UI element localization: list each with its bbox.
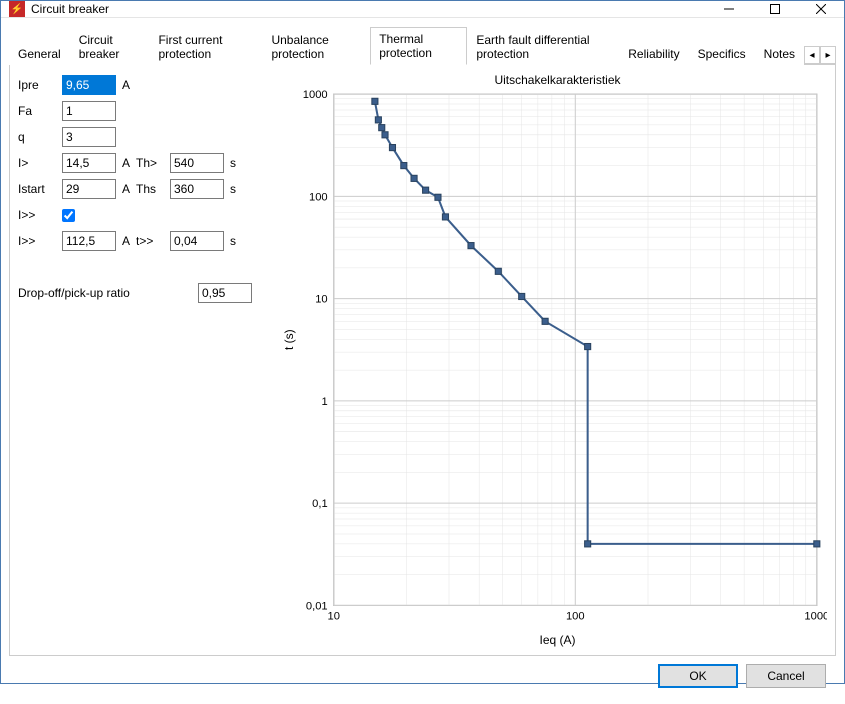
label-idd: I>> xyxy=(18,234,62,248)
unit-ths: s xyxy=(224,182,244,196)
client-area: GeneralCircuit breakerFirst current prot… xyxy=(1,18,844,704)
y-axis-label: t (s) xyxy=(282,329,296,350)
input-tdd[interactable] xyxy=(170,231,224,251)
unit-ipre: A xyxy=(116,78,136,92)
minimize-button[interactable] xyxy=(706,1,752,17)
label-tdd: t>> xyxy=(136,234,170,248)
svg-text:100: 100 xyxy=(566,611,585,623)
checkbox-idd[interactable] xyxy=(62,209,75,222)
dialog-footer: OK Cancel xyxy=(9,656,836,696)
window-buttons xyxy=(706,1,844,17)
input-fa[interactable] xyxy=(62,101,116,121)
label-dropoff: Drop-off/pick-up ratio xyxy=(18,286,198,300)
row-idd-chk: I>> xyxy=(18,203,280,227)
tab-scroll: ◂ ▸ xyxy=(804,46,836,64)
unit-idd: A xyxy=(116,234,136,248)
tab-specifics[interactable]: Specifics xyxy=(689,42,755,65)
row-idd: I>> A t>> s xyxy=(18,229,280,253)
label-istart: Istart xyxy=(18,182,62,196)
label-igt: I> xyxy=(18,156,62,170)
tab-earth-fault-differential-protection[interactable]: Earth fault differential protection xyxy=(467,28,619,65)
input-idd[interactable] xyxy=(62,231,116,251)
tab-general[interactable]: General xyxy=(9,42,70,65)
svg-text:1000: 1000 xyxy=(303,89,328,101)
label-q: q xyxy=(18,130,62,144)
unit-th: s xyxy=(224,156,244,170)
chart-svg: 10 100 1000 0,01 0,1 1 10 100 1000 xyxy=(288,89,827,631)
input-ipre[interactable] xyxy=(62,75,116,95)
unit-tdd: s xyxy=(224,234,244,248)
input-ths[interactable] xyxy=(170,179,224,199)
svg-text:100: 100 xyxy=(309,191,328,203)
svg-text:0,1: 0,1 xyxy=(312,498,328,510)
svg-text:10: 10 xyxy=(315,294,327,306)
tab-scroll-right[interactable]: ▸ xyxy=(820,46,836,64)
label-idd-chk: I>> xyxy=(18,208,62,222)
titlebar: ⚡ Circuit breaker xyxy=(1,1,844,18)
app-icon: ⚡ xyxy=(9,1,25,17)
label-ths: Ths xyxy=(136,182,170,196)
tab-thermal-protection[interactable]: Thermal protection xyxy=(370,27,467,65)
svg-text:10: 10 xyxy=(328,611,340,623)
tab-content: Ipre A Fa q I> A Th> xyxy=(9,65,836,656)
tabstrip: GeneralCircuit breakerFirst current prot… xyxy=(9,26,836,65)
tab-scroll-left[interactable]: ◂ xyxy=(804,46,820,64)
tab-reliability[interactable]: Reliability xyxy=(619,42,688,65)
chart-wrap: t (s) 1010010000,010,11101001000 xyxy=(288,89,827,631)
label-th: Th> xyxy=(136,156,170,170)
window-title: Circuit breaker xyxy=(31,2,706,16)
row-ipre: Ipre A xyxy=(18,73,280,97)
cancel-button[interactable]: Cancel xyxy=(746,664,826,688)
svg-text:0,01: 0,01 xyxy=(306,600,328,612)
close-button[interactable] xyxy=(798,1,844,17)
row-q: q xyxy=(18,125,280,149)
svg-text:1000: 1000 xyxy=(804,611,827,623)
x-axis-label: Ieq (A) xyxy=(288,633,827,647)
input-igt[interactable] xyxy=(62,153,116,173)
form-column: Ipre A Fa q I> A Th> xyxy=(18,73,288,647)
input-istart[interactable] xyxy=(62,179,116,199)
unit-istart: A xyxy=(116,182,136,196)
chart-title: Uitschakelkarakteristiek xyxy=(288,73,827,87)
close-icon xyxy=(816,4,826,14)
row-dropoff: Drop-off/pick-up ratio xyxy=(18,283,280,303)
row-istart: Istart A Ths s xyxy=(18,177,280,201)
tab-circuit-breaker[interactable]: Circuit breaker xyxy=(70,28,150,65)
label-fa: Fa xyxy=(18,104,62,118)
input-q[interactable] xyxy=(62,127,116,147)
input-th[interactable] xyxy=(170,153,224,173)
tab-unbalance-protection[interactable]: Unbalance protection xyxy=(262,28,370,65)
ok-button[interactable]: OK xyxy=(658,664,738,688)
unit-igt: A xyxy=(116,156,136,170)
window: ⚡ Circuit breaker GeneralCircuit breaker… xyxy=(0,0,845,684)
tab-first-current-protection[interactable]: First current protection xyxy=(149,28,262,65)
maximize-icon xyxy=(770,4,780,14)
maximize-button[interactable] xyxy=(752,1,798,17)
minimize-icon xyxy=(724,4,734,14)
chart-column: Uitschakelkarakteristiek t (s) 101001000… xyxy=(288,73,827,647)
svg-text:1: 1 xyxy=(321,396,327,408)
row-fa: Fa xyxy=(18,99,280,123)
row-igt: I> A Th> s xyxy=(18,151,280,175)
tab-notes[interactable]: Notes xyxy=(755,42,804,65)
label-ipre: Ipre xyxy=(18,78,62,92)
input-dropoff[interactable] xyxy=(198,283,252,303)
